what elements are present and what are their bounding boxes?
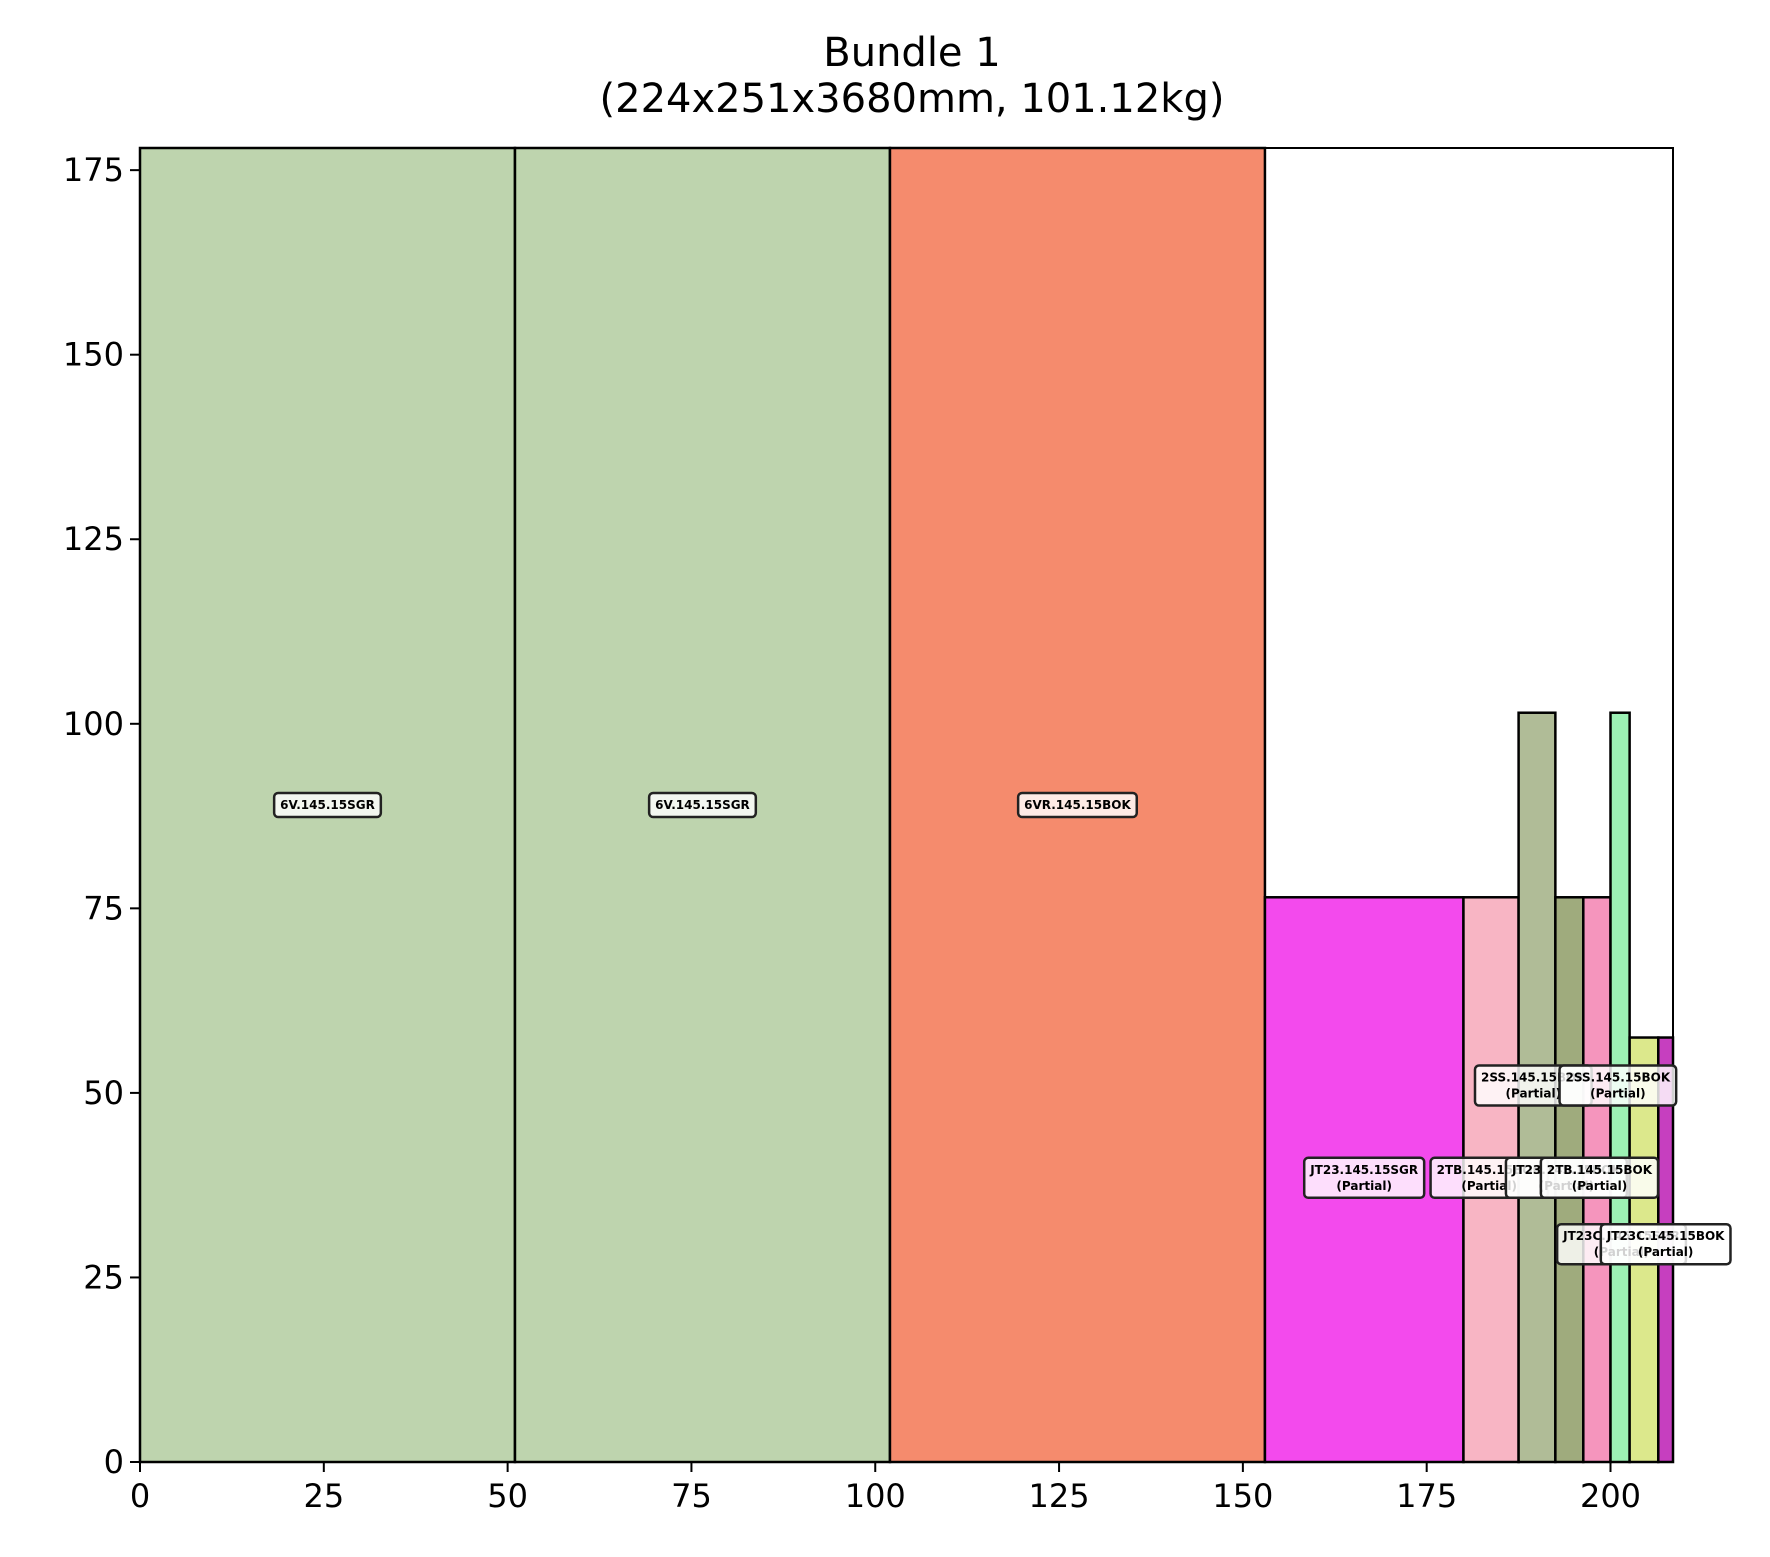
x-tick-label: 100 xyxy=(845,1477,906,1515)
y-tick-label: 175 xyxy=(63,151,124,189)
rect-label-0: 6V.145.15SGR xyxy=(272,791,383,819)
x-tick-label: 175 xyxy=(1396,1477,1457,1515)
rect-label-subtext: (Partial) xyxy=(1506,1087,1562,1101)
labels-layer: 6V.145.15SGR 6V.145.15SGR 6VR.145.15BOK 2SS… xyxy=(272,791,1732,1266)
rect-label-5: JT23.145.15SGR (Partial) xyxy=(1302,1156,1426,1200)
rect-label-text: JT23C.145.15BOK xyxy=(1606,1229,1725,1243)
rect-label-text: 6V.145.15SGR xyxy=(280,798,375,812)
rect-label-10: JT23C.145.15BOK (Partial) xyxy=(1599,1222,1732,1266)
x-tick-label: 50 xyxy=(487,1477,528,1515)
y-tick-label: 75 xyxy=(83,889,124,927)
chart-subtitle: (224x251x3680mm, 101.12kg) xyxy=(600,76,1225,122)
x-tick-label: 0 xyxy=(130,1477,150,1515)
rect-label-8: 2TB.145.15BOK (Partial) xyxy=(1539,1156,1660,1200)
rect-label-2: 6VR.145.15BOK xyxy=(1016,791,1139,819)
y-tick-label: 25 xyxy=(83,1258,124,1296)
rect-label-box xyxy=(1539,1156,1660,1200)
y-tick-label: 0 xyxy=(104,1443,124,1481)
y-tick-label: 125 xyxy=(63,520,124,558)
rect-label-box xyxy=(647,791,758,819)
x-tick-label: 150 xyxy=(1212,1477,1273,1515)
rect-label-text: JT23.145.15SGR xyxy=(1309,1163,1418,1177)
y-tick-label: 100 xyxy=(63,705,124,743)
rect-label-subtext: (Partial) xyxy=(1572,1179,1628,1193)
x-tick-label: 75 xyxy=(671,1477,712,1515)
x-tick-label: 25 xyxy=(303,1477,344,1515)
rect-label-text: 6V.145.15SGR xyxy=(655,798,750,812)
rect-label-box xyxy=(272,791,383,819)
rect-label-text: 2TB.145.15BOK xyxy=(1547,1163,1653,1177)
rect-label-text: 2SS.145.15BOK xyxy=(1566,1071,1671,1085)
rect-label-box xyxy=(1302,1156,1426,1200)
rect-label-1: 6V.145.15SGR xyxy=(647,791,758,819)
y-tick-label: 50 xyxy=(83,1074,124,1112)
rect-label-4: 2SS.145.15BOK (Partial) xyxy=(1558,1064,1678,1107)
rect-label-box xyxy=(1558,1064,1678,1107)
rect-label-text: 6VR.145.15BOK xyxy=(1024,798,1131,812)
rect-label-subtext: (Partial) xyxy=(1336,1179,1392,1193)
rect-label-box xyxy=(1599,1222,1732,1266)
chart-title: Bundle 1 xyxy=(823,30,1000,76)
rect-label-subtext: (Partial) xyxy=(1590,1087,1646,1101)
x-tick-label: 200 xyxy=(1580,1477,1641,1515)
ticks-layer: 0 25 50 75 100 125 150 175 200 0 25 50 75 100 125 150 17… xyxy=(63,151,1641,1515)
rect-label-subtext: (Partial) xyxy=(1461,1179,1517,1193)
axes-frame xyxy=(139,147,1674,1463)
y-tick-label: 150 xyxy=(63,336,124,374)
x-tick-label: 125 xyxy=(1029,1477,1090,1515)
rect-label-subtext: (Partial) xyxy=(1638,1245,1694,1259)
rect-label-box xyxy=(1016,791,1139,819)
